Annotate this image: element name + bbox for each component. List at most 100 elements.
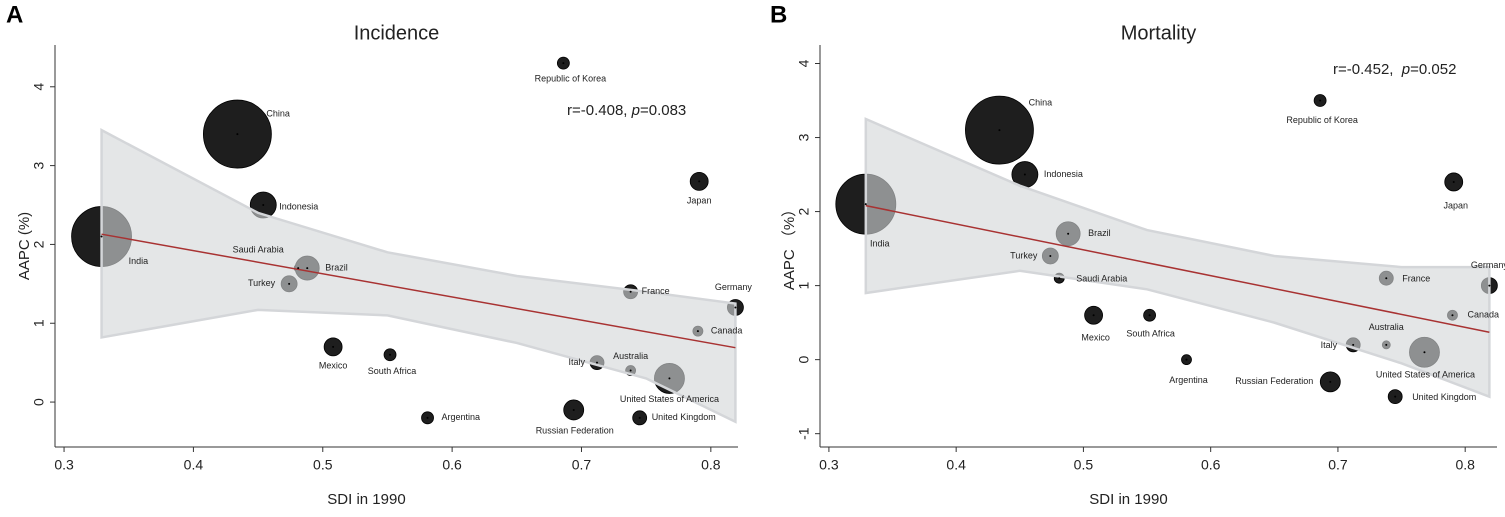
country-label: India <box>870 239 890 249</box>
country-label: Russian Federation <box>1235 376 1313 386</box>
country-label: United States of America <box>620 394 719 404</box>
y-tick-label: 2 <box>31 240 47 248</box>
bubble-center <box>426 416 429 419</box>
country-label: Australia <box>1369 322 1404 332</box>
bubble-center <box>1023 173 1026 176</box>
confidence-band <box>864 117 1491 399</box>
country-label: Japan <box>687 196 712 206</box>
y-tick-label: 3 <box>796 133 812 141</box>
bubble-center <box>1329 380 1332 383</box>
confidence-band <box>100 128 737 424</box>
note-part: =0.052 <box>1410 61 1456 78</box>
bubble-center <box>698 180 701 183</box>
country-label: South Africa <box>368 366 417 376</box>
bubble-center <box>1385 277 1388 280</box>
country-label: Republic of Korea <box>1286 115 1358 125</box>
bubble-center <box>1148 314 1151 317</box>
country-label: Saudi Arabia <box>1076 274 1127 284</box>
bubble-center <box>389 353 392 356</box>
country-label: France <box>642 286 670 296</box>
y-tick-label: 4 <box>31 83 47 91</box>
bubble-center <box>562 62 565 65</box>
panel-label: B <box>770 1 787 28</box>
bubble-center <box>998 129 1001 132</box>
bubble-center <box>1452 180 1455 183</box>
note-part: p <box>631 102 640 119</box>
bubble-center <box>288 282 291 285</box>
y-axis-label: AAPC (%) <box>16 212 33 280</box>
x-tick-label: 0.3 <box>819 457 839 473</box>
country-label: Indonesia <box>1044 169 1083 179</box>
country-label: United States of America <box>1376 370 1475 380</box>
bubble-center <box>297 267 300 270</box>
bubble-center <box>668 377 671 380</box>
x-tick-label: 0.7 <box>1328 457 1348 473</box>
bubble-center <box>1319 99 1322 102</box>
bubble-center <box>332 345 335 348</box>
fit-line <box>101 233 736 349</box>
country-label: China <box>1029 98 1053 108</box>
country-label: Brazil <box>325 262 348 272</box>
country-label: Canada <box>1467 310 1499 320</box>
bubble-center <box>1352 343 1355 346</box>
correlation-note: r=-0.408, p=0.083 <box>567 102 686 119</box>
bubble-center <box>696 330 699 333</box>
country-label: Germany <box>715 282 753 292</box>
correlation-note: r=-0.452, p=0.052 <box>1333 61 1456 78</box>
country-label: Turkey <box>248 278 276 288</box>
bubble-center <box>262 204 265 207</box>
y-tick-label: 2 <box>796 207 812 215</box>
x-tick-label: 0.4 <box>946 457 966 473</box>
bubble-center <box>864 203 867 206</box>
country-label: Argentina <box>442 412 481 422</box>
x-tick-label: 0.8 <box>701 457 721 473</box>
bubble-center <box>596 361 599 364</box>
bubble-center <box>1385 343 1388 346</box>
bubble-center <box>236 133 239 136</box>
bubble-center <box>1423 351 1426 354</box>
bubble-center <box>1488 284 1491 287</box>
country-label: Turkey <box>1010 250 1038 260</box>
x-tick-label: 0.8 <box>1455 457 1475 473</box>
x-tick-label: 0.5 <box>313 457 333 473</box>
y-tick-label: -1 <box>796 427 812 440</box>
country-label: Brazil <box>1088 228 1111 238</box>
country-label: France <box>1402 274 1430 284</box>
country-label: Germany <box>1471 260 1505 270</box>
chart-title: Mortality <box>1121 22 1197 44</box>
country-label: Australia <box>613 351 648 361</box>
country-label: United Kingdom <box>1412 392 1476 402</box>
bubble-center <box>638 416 641 419</box>
country-label: Republic of Korea <box>535 74 607 84</box>
bubble-center <box>1058 277 1061 280</box>
country-label: Russian Federation <box>536 425 614 435</box>
x-axis-label: SDI in 1990 <box>327 491 405 508</box>
country-label: Saudi Arabia <box>233 244 284 254</box>
country-label: South Africa <box>1126 329 1175 339</box>
y-tick-label: 0 <box>31 398 47 406</box>
bubble-center <box>1067 232 1070 235</box>
bubble-center <box>734 306 737 309</box>
bubble-center <box>1092 314 1095 317</box>
country-label: Italy <box>568 357 585 367</box>
bubble-center <box>1049 254 1052 257</box>
note-part: r=-0.408, <box>567 102 632 119</box>
country-label: Mexico <box>1081 333 1110 343</box>
x-tick-label: 0.5 <box>1074 457 1094 473</box>
country-label: United Kingdom <box>652 412 716 422</box>
country-label: India <box>129 256 149 266</box>
y-tick-label: 1 <box>796 282 812 290</box>
bubble-center <box>1394 395 1397 398</box>
y-tick-label: 1 <box>31 319 47 327</box>
x-tick-label: 0.7 <box>572 457 592 473</box>
panel-label: A <box>6 1 23 28</box>
y-axis-label: AAPC （%） <box>781 202 798 290</box>
note-part: r=-0.452, <box>1333 61 1402 78</box>
note-part: p <box>1401 61 1410 78</box>
bubble-center <box>306 267 309 270</box>
x-tick-label: 0.4 <box>184 457 204 473</box>
bubble-center <box>629 369 632 372</box>
x-tick-label: 0.6 <box>1201 457 1221 473</box>
y-tick-label: 3 <box>31 161 47 169</box>
